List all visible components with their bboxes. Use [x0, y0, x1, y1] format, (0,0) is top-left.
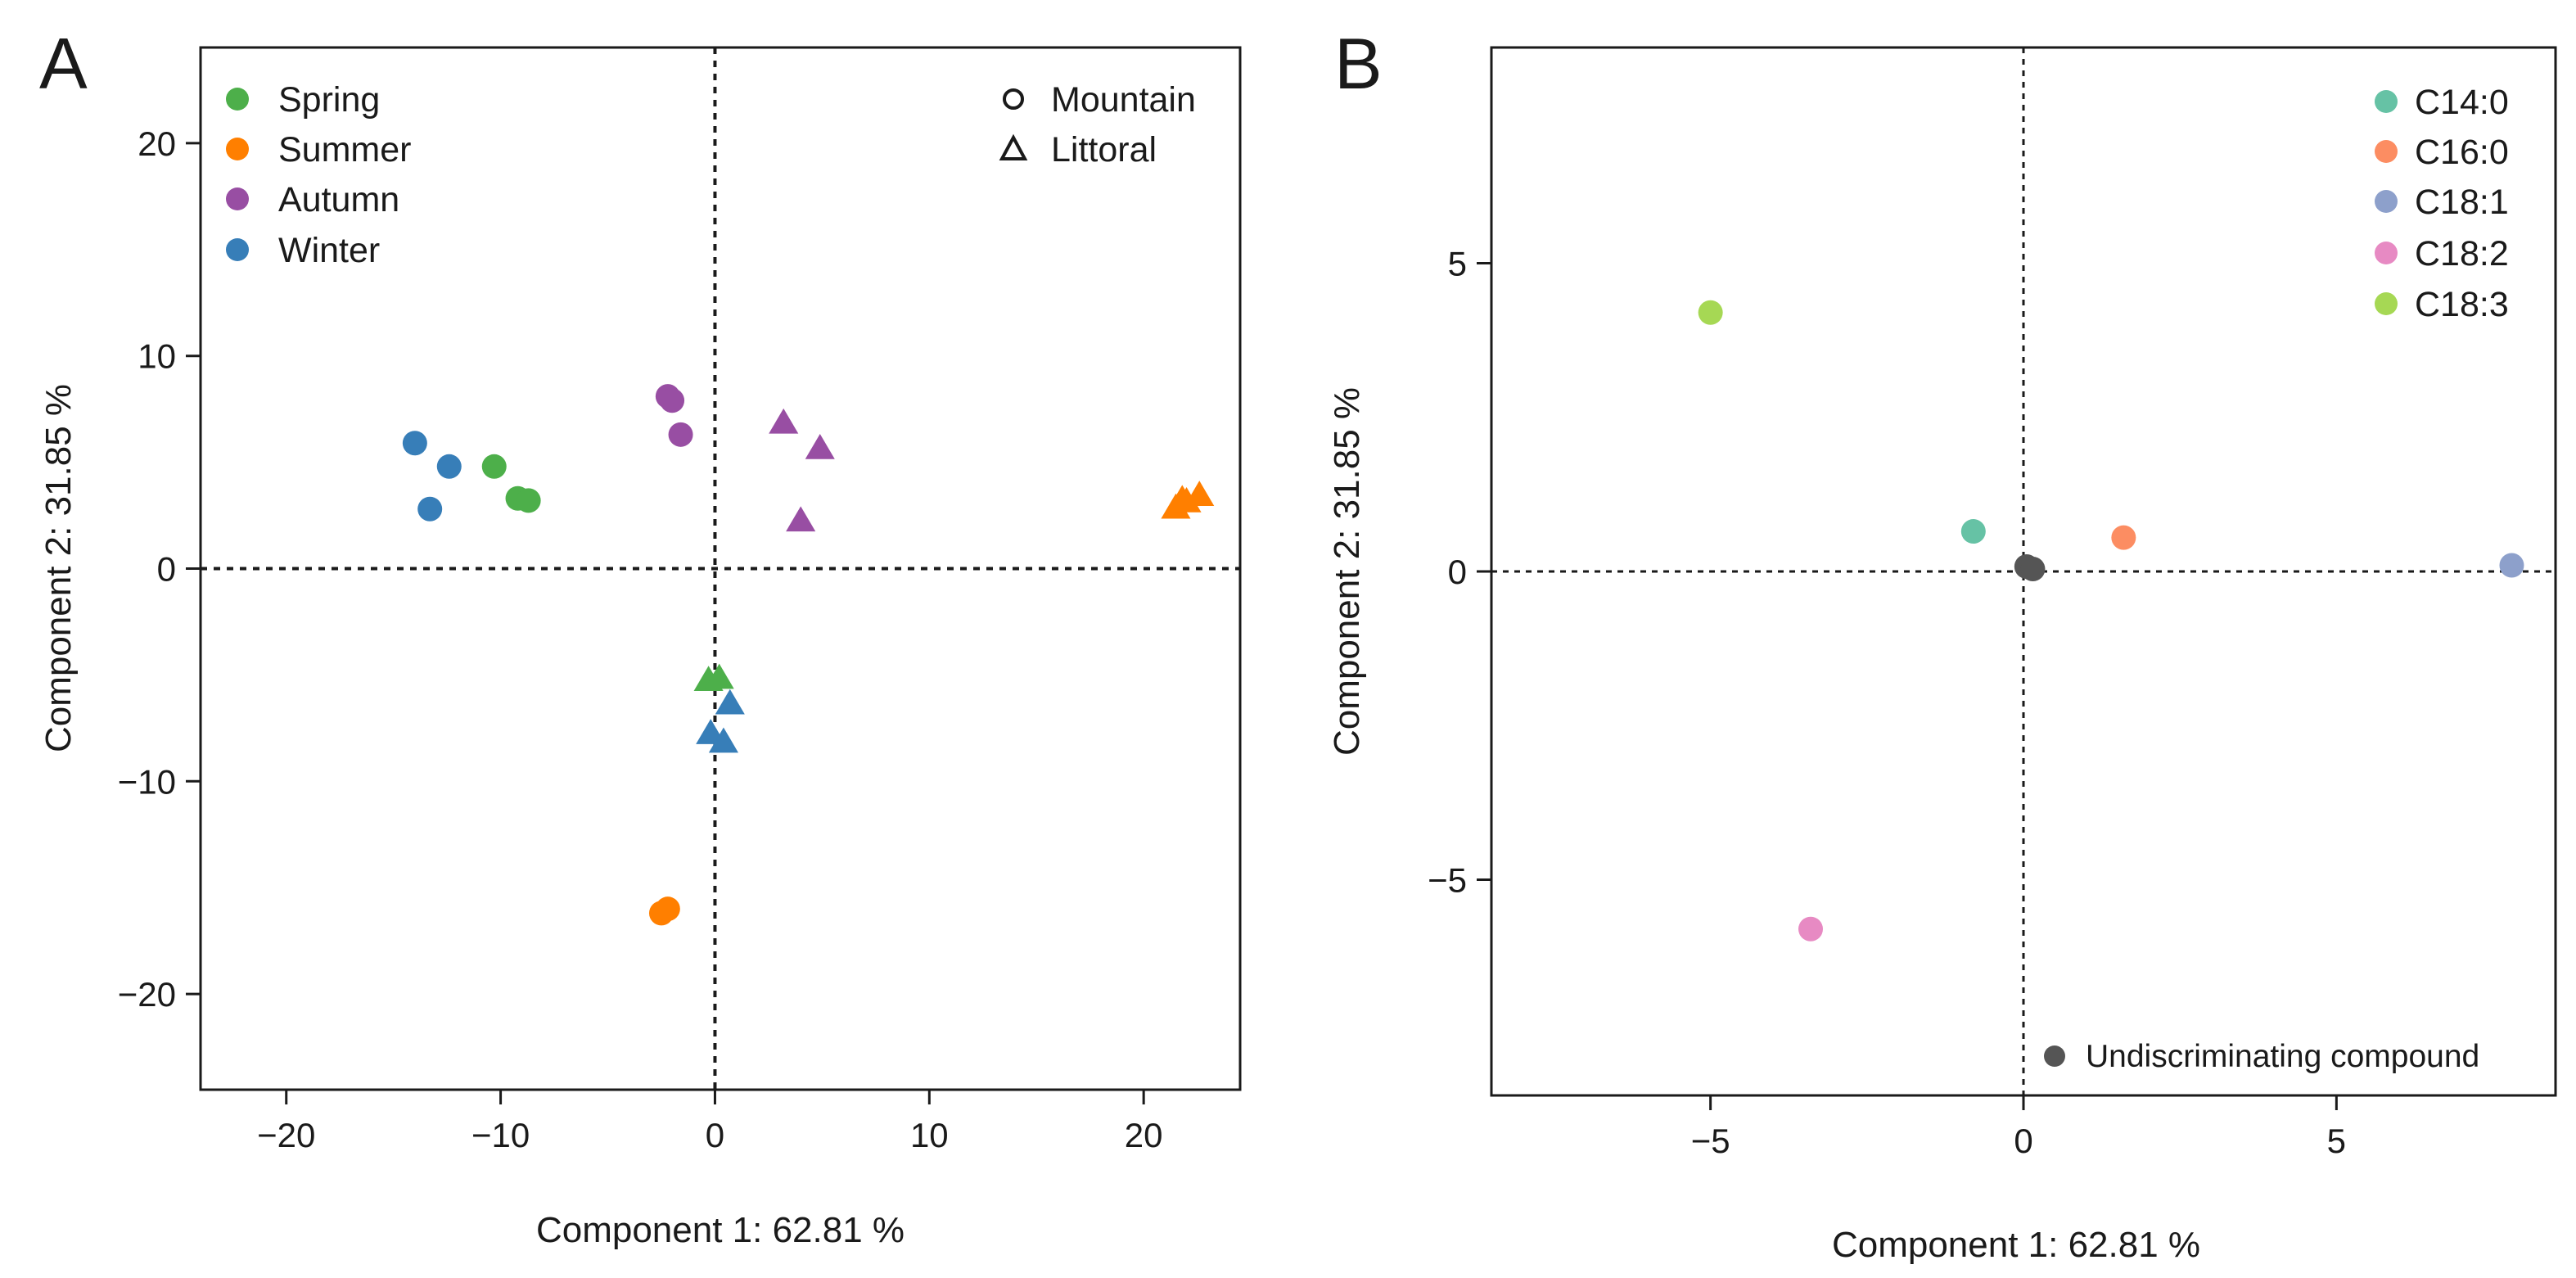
legend-swatch-summer [226, 138, 249, 160]
legend-label-littoral: Littoral [1051, 130, 1157, 169]
legend-item-littoral: Littoral [999, 130, 1157, 169]
point-autumn-mountain [668, 422, 693, 447]
panel-b-compound-legend: C14:0 C16:0 C18:1 C18:2 C18:3 Undiscrimi… [2044, 83, 2509, 1074]
x-tick-label: 10 [910, 1116, 949, 1154]
panel-b-x-axis-title: Component 1: 62.81 % [1832, 1225, 2200, 1265]
y-tick-label: 10 [138, 337, 176, 376]
panel-b: B −5 0 5 −5 0 5 Component 1: 62.81 % Compone… [1327, 23, 2557, 1265]
legend-label-c18-3: C18:3 [2415, 285, 2509, 324]
legend-label-mountain: Mountain [1051, 80, 1196, 120]
legend-item-mountain: Mountain [1003, 80, 1196, 120]
y-tick-label: 5 [1448, 245, 1467, 283]
legend-label-c16-0: C16:0 [2415, 133, 2509, 172]
legend-item-c18-1: C18:1 [2375, 183, 2509, 222]
triangle-icon [999, 133, 1028, 160]
y-tick-label: −5 [1428, 860, 1467, 899]
point-winter-littoral [715, 689, 745, 715]
panel-a-season-legend: Spring Summer Autumn Winter [226, 80, 411, 270]
panel-a: A −20 −10 0 10 20 −20 −10 0 10 20 Component 1: 6… [38, 23, 1242, 1250]
x-tick-label: 5 [2327, 1122, 2346, 1160]
point-spring-mountain [481, 454, 507, 479]
legend-item-c18-3: C18:3 [2375, 285, 2509, 324]
point-c18-1 [2499, 553, 2524, 578]
circle-icon [1003, 88, 1024, 110]
legend-swatch-autumn [226, 187, 249, 210]
y-tick-label: 20 [138, 124, 176, 163]
panel-a-x-axis: −20 −10 0 10 20 [257, 1090, 1163, 1154]
legend-swatch-c16-0 [2375, 140, 2398, 163]
legend-item-autumn: Autumn [226, 180, 399, 219]
point-autumn-littoral [805, 434, 835, 459]
point-winter-mountain [436, 454, 462, 479]
legend-item-c18-2: C18:2 [2375, 234, 2509, 273]
point-c18-3 [1698, 300, 1723, 325]
y-tick-label: 0 [157, 550, 176, 589]
legend-item-undiscriminating: Undiscriminating compound [2044, 1039, 2479, 1074]
panel-a-letter: A [39, 23, 88, 104]
legend-label-spring: Spring [278, 80, 380, 120]
legend-label-c18-1: C18:1 [2415, 183, 2509, 222]
panel-b-x-axis: −5 0 5 [1691, 1095, 2346, 1160]
point-autumn-littoral [786, 506, 816, 532]
legend-item-spring: Spring [226, 80, 380, 120]
point-undiscriminating-compound [2020, 556, 2046, 581]
panel-a-x-axis-title: Component 1: 62.81 % [536, 1210, 905, 1250]
legend-swatch-c14-0 [2375, 90, 2398, 113]
x-tick-label: 20 [1125, 1116, 1163, 1154]
panel-a-y-axis: −20 −10 0 10 20 [118, 124, 201, 1014]
y-tick-label: 0 [1448, 553, 1467, 591]
panel-b-data-points [1698, 300, 2524, 942]
panel-b-y-axis: −5 0 5 [1428, 245, 1491, 899]
legend-item-c16-0: C16:0 [2375, 133, 2509, 172]
panel-a-site-legend: Mountain Littoral [999, 80, 1196, 169]
legend-swatch-winter [226, 238, 249, 261]
point-spring-mountain [516, 488, 541, 513]
legend-label-autumn: Autumn [278, 180, 399, 219]
x-tick-label: 0 [706, 1116, 724, 1154]
point-summer-mountain [655, 896, 680, 922]
x-tick-label: −5 [1691, 1122, 1730, 1160]
legend-label-c18-2: C18:2 [2415, 234, 2509, 273]
legend-label-summer: Summer [278, 130, 411, 169]
y-tick-label: −20 [118, 975, 176, 1014]
panel-b-y-axis-title: Component 2: 31.85 % [1327, 387, 1367, 756]
x-tick-label: −10 [471, 1116, 530, 1154]
point-c14-0 [1960, 519, 1986, 544]
legend-swatch-spring [226, 88, 249, 111]
legend-label-undiscriminating: Undiscriminating compound [2086, 1039, 2479, 1074]
panel-a-y-axis-title: Component 2: 31.85 % [38, 384, 79, 752]
point-summer-littoral [1167, 485, 1198, 511]
point-summer-littoral [1184, 481, 1215, 506]
legend-item-summer: Summer [226, 130, 411, 169]
panel-a-reference-lines [201, 47, 1240, 1090]
point-c18-2 [1798, 916, 1823, 942]
x-tick-label: 0 [2014, 1122, 2032, 1160]
legend-swatch-c18-1 [2375, 190, 2398, 213]
legend-label-c14-0: C14:0 [2415, 83, 2509, 122]
legend-swatch-c18-2 [2375, 242, 2398, 264]
legend-swatch-undiscriminating [2044, 1045, 2065, 1067]
legend-item-c14-0: C14:0 [2375, 83, 2509, 122]
point-winter-littoral [708, 727, 738, 753]
legend-label-winter: Winter [278, 231, 380, 270]
legend-item-winter: Winter [226, 231, 380, 270]
point-winter-mountain [402, 431, 427, 456]
point-autumn-mountain [660, 388, 685, 413]
panel-b-letter: B [1334, 23, 1383, 104]
point-autumn-littoral [769, 408, 799, 434]
y-tick-label: −10 [118, 762, 176, 801]
point-winter-mountain [417, 496, 443, 522]
panel-a-data-points [402, 384, 1215, 926]
legend-swatch-c18-3 [2375, 292, 2398, 315]
x-tick-label: −20 [257, 1116, 315, 1154]
point-spring-littoral [704, 663, 734, 689]
point-c16-0 [2111, 525, 2136, 550]
